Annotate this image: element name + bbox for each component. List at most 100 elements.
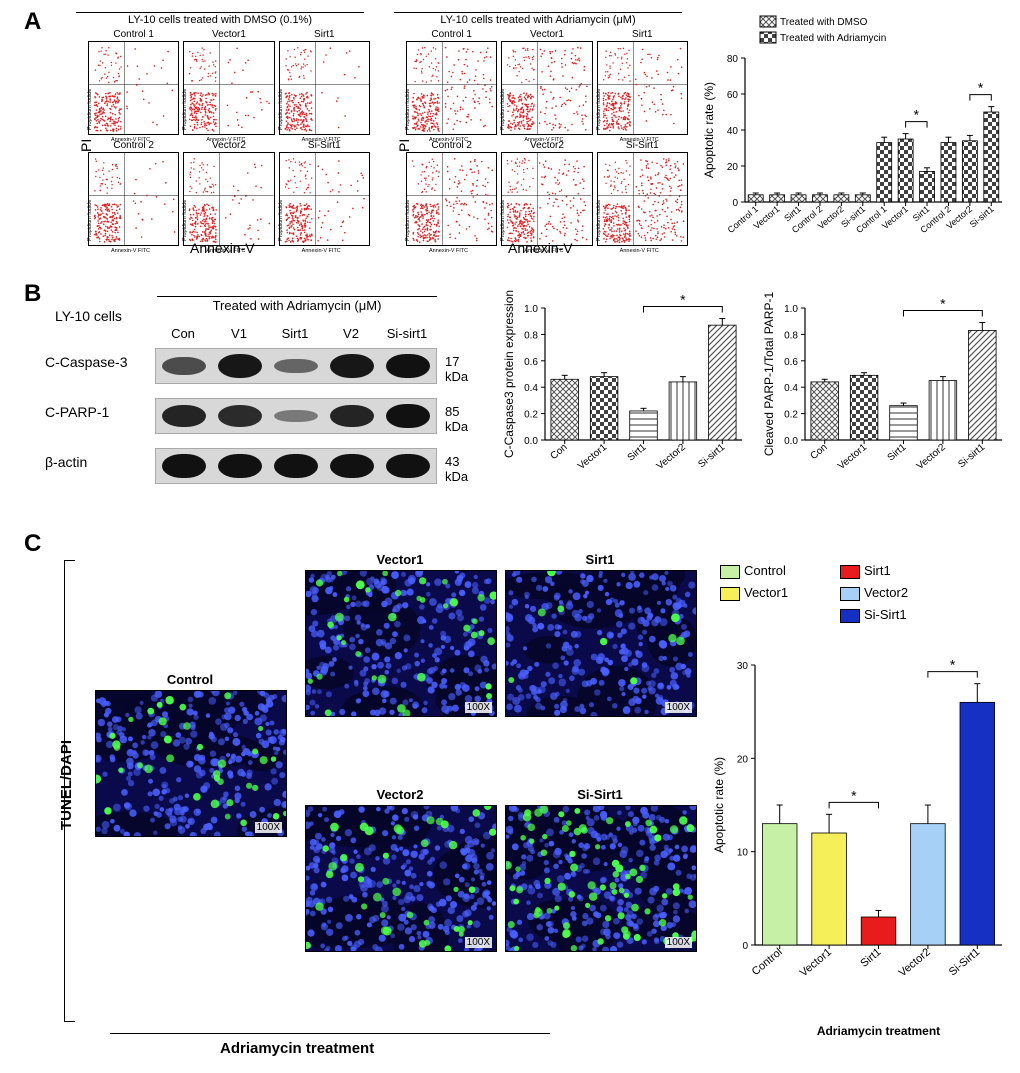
wb-band: [330, 354, 374, 377]
svg-text:Treated with DMSO: Treated with DMSO: [780, 17, 868, 28]
legend-swatch: [720, 565, 740, 579]
wb-treatment-header: Treated with Adriamycin (μM): [157, 296, 437, 313]
tunel-image: 100X: [505, 570, 697, 717]
svg-text:0.2: 0.2: [784, 410, 798, 421]
wb-band: [330, 454, 374, 478]
flow-y-small: Propidium Iodide: [596, 200, 602, 241]
legend-label: Si-Sirt1: [864, 607, 907, 622]
svg-text:Si-sirt1: Si-sirt1: [968, 204, 996, 230]
wb-band: [386, 354, 430, 378]
svg-text:Treated with Adriamycin: Treated with Adriamycin: [780, 33, 886, 44]
flow-y-small: Propidium Iodide: [278, 89, 284, 130]
magnification-label: 100X: [255, 822, 282, 833]
svg-text:Control 1: Control 1: [726, 204, 760, 235]
legend-label: Control: [744, 563, 786, 578]
svg-text:80: 80: [727, 54, 739, 65]
wb-mw: 43 kDa: [445, 454, 485, 484]
flow-plot: Propidium IodideAnnexin-V FITC: [183, 41, 274, 135]
svg-text:0.6: 0.6: [784, 357, 798, 368]
wb-band: [274, 454, 318, 478]
flow-x-small: Annexin-V FITC: [429, 248, 468, 254]
flow-plot: Propidium IodideAnnexin-V FITC: [501, 41, 592, 135]
flow-plot: Propidium IodideAnnexin-V FITC: [88, 152, 179, 246]
panel-b-chart-parp: 0.00.20.40.60.81.0Cleaved PARP-1/Total P…: [760, 290, 1010, 495]
svg-text:40: 40: [727, 126, 739, 137]
flow-block-dmso: LY-10 cells treated with DMSO (0.1%) Con…: [70, 12, 370, 246]
flow-y-axis-adriamycin: PI: [396, 139, 412, 152]
svg-text:0.6: 0.6: [524, 357, 538, 368]
legend-label: Vector1: [744, 585, 788, 600]
wb-band: [162, 405, 206, 427]
flow-plot-title: Sirt1: [597, 28, 688, 41]
flow-plot: Propidium IodideAnnexin-V FITC: [406, 41, 497, 135]
wb-row-label: C-PARP-1: [45, 404, 109, 420]
svg-text:Si-sirt1: Si-sirt1: [696, 442, 727, 471]
tunel-image-area: Control100XVector1100XSirt1100XVector210…: [95, 550, 675, 1040]
tunel-image: 100X: [305, 805, 497, 952]
flow-x-small: Annexin-V FITC: [111, 248, 150, 254]
wb-row-label: β-actin: [45, 454, 87, 470]
wb-band: [274, 410, 318, 423]
svg-text:0: 0: [732, 198, 738, 209]
panel-b-label: B: [24, 280, 41, 308]
wb-band: [330, 405, 374, 427]
panel-c-legend: ControlVector1Sirt1Vector2Si-Sirt1: [720, 560, 1000, 626]
flow-x-axis-dmso: Annexin-V: [190, 240, 255, 256]
legend-label: Vector2: [864, 585, 908, 600]
tunel-label: Sirt1: [505, 552, 695, 567]
svg-text:Sirt1: Sirt1: [626, 442, 649, 464]
tunel-image: 100X: [305, 570, 497, 717]
figure-root: A LY-10 cells treated with DMSO (0.1%) C…: [0, 0, 1020, 1073]
flow-y-axis-dmso: PI: [78, 139, 94, 152]
wb-band: [218, 405, 262, 426]
flow-block-adriamycin: LY-10 cells treated with Adriamycin (μM)…: [388, 12, 688, 246]
panel-c-bottom-rule: [110, 1033, 550, 1034]
panel-c-bottom-label: Adriamycin treatment: [220, 1040, 374, 1057]
panel-c-bar-chart: 0102030Apoptotic rate (%)ControlVector1S…: [710, 640, 1010, 1040]
tunel-image: 100X: [505, 805, 697, 952]
svg-text:60: 60: [727, 90, 739, 101]
flow-y-small: Propidium Iodide: [278, 200, 284, 241]
flow-y-small: Propidium Iodide: [405, 89, 411, 130]
flow-y-small: Propidium Iodide: [87, 89, 93, 130]
tunel-label: Vector1: [305, 552, 495, 567]
flow-block-adriamycin-title: LY-10 cells treated with Adriamycin (μM): [394, 12, 682, 26]
panel-c-bracket: [64, 560, 75, 1022]
svg-text:*: *: [680, 292, 686, 308]
panel-a-label: A: [24, 8, 41, 36]
magnification-label: 100X: [665, 937, 692, 948]
flow-plot-title: Control 1: [88, 28, 179, 41]
tunel-image: 100X: [95, 690, 287, 837]
flow-y-small: Propidium Iodide: [405, 200, 411, 241]
wb-lane: V1: [211, 326, 267, 341]
flow-x-small: Annexin-V FITC: [302, 248, 341, 254]
svg-text:20: 20: [727, 162, 739, 173]
flow-plot: Propidium IodideAnnexin-V FITC: [279, 41, 370, 135]
flow-plot: Propidium IodideAnnexin-V FITC: [88, 41, 179, 135]
magnification-label: 100X: [665, 702, 692, 713]
svg-text:Con: Con: [548, 442, 569, 462]
svg-text:*: *: [940, 296, 946, 312]
flow-plot-title: Control 2: [88, 139, 179, 152]
flow-plot-title: Control 2: [406, 139, 497, 152]
wb-band: [274, 359, 318, 374]
wb-lane: Si-sirt1: [379, 326, 435, 341]
wb-mw: 17 kDa: [445, 354, 485, 384]
svg-text:*: *: [978, 80, 984, 96]
wb-band: [218, 454, 262, 478]
svg-text:0.0: 0.0: [784, 436, 798, 447]
wb-row-label: C-Caspase-3: [45, 354, 127, 370]
svg-text:*: *: [914, 107, 920, 123]
flow-plot-title: Vector2: [501, 139, 592, 152]
legend-swatch: [840, 565, 860, 579]
wb-band: [386, 404, 430, 428]
flow-plot-title: Sirt1: [279, 28, 370, 41]
flow-plot: Propidium IodideAnnexin-V FITC: [279, 152, 370, 246]
panel-a-bar-chart: 020406080Apoptotic rate (%)Control 1Vect…: [700, 10, 1010, 260]
tunel-label: Si-Sirt1: [505, 787, 695, 802]
wb-lane-labels: ConV1Sirt1V2Si-sirt1: [155, 326, 435, 342]
legend-swatch: [840, 587, 860, 601]
panel-c-label: C: [24, 530, 41, 558]
flow-plot: Propidium IodideAnnexin-V FITC: [501, 152, 592, 246]
svg-text:0.4: 0.4: [524, 383, 538, 394]
